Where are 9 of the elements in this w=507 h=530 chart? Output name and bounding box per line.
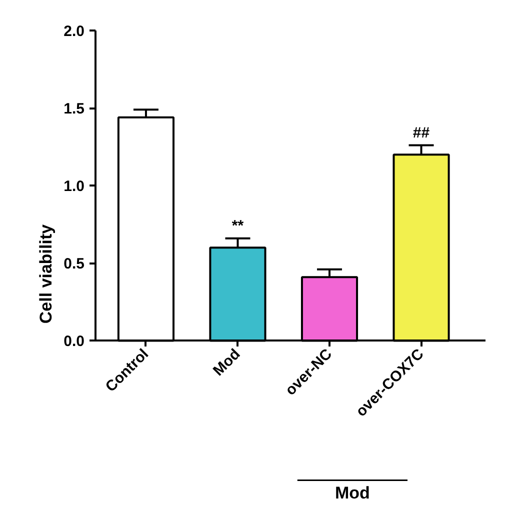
y-tick-label: 1.5 (64, 100, 85, 118)
text: Mod (334, 483, 370, 502)
y-tick-label: 0.0 (64, 333, 85, 350)
y-tick-label: 1.0 (64, 178, 85, 196)
annotation: ** (232, 217, 244, 234)
y-tick-label: 2.0 (64, 23, 85, 40)
annotation: ## (412, 124, 430, 142)
y-tick-label: 0.5 (64, 256, 85, 273)
y-axis-title: Cell viability (36, 224, 56, 324)
